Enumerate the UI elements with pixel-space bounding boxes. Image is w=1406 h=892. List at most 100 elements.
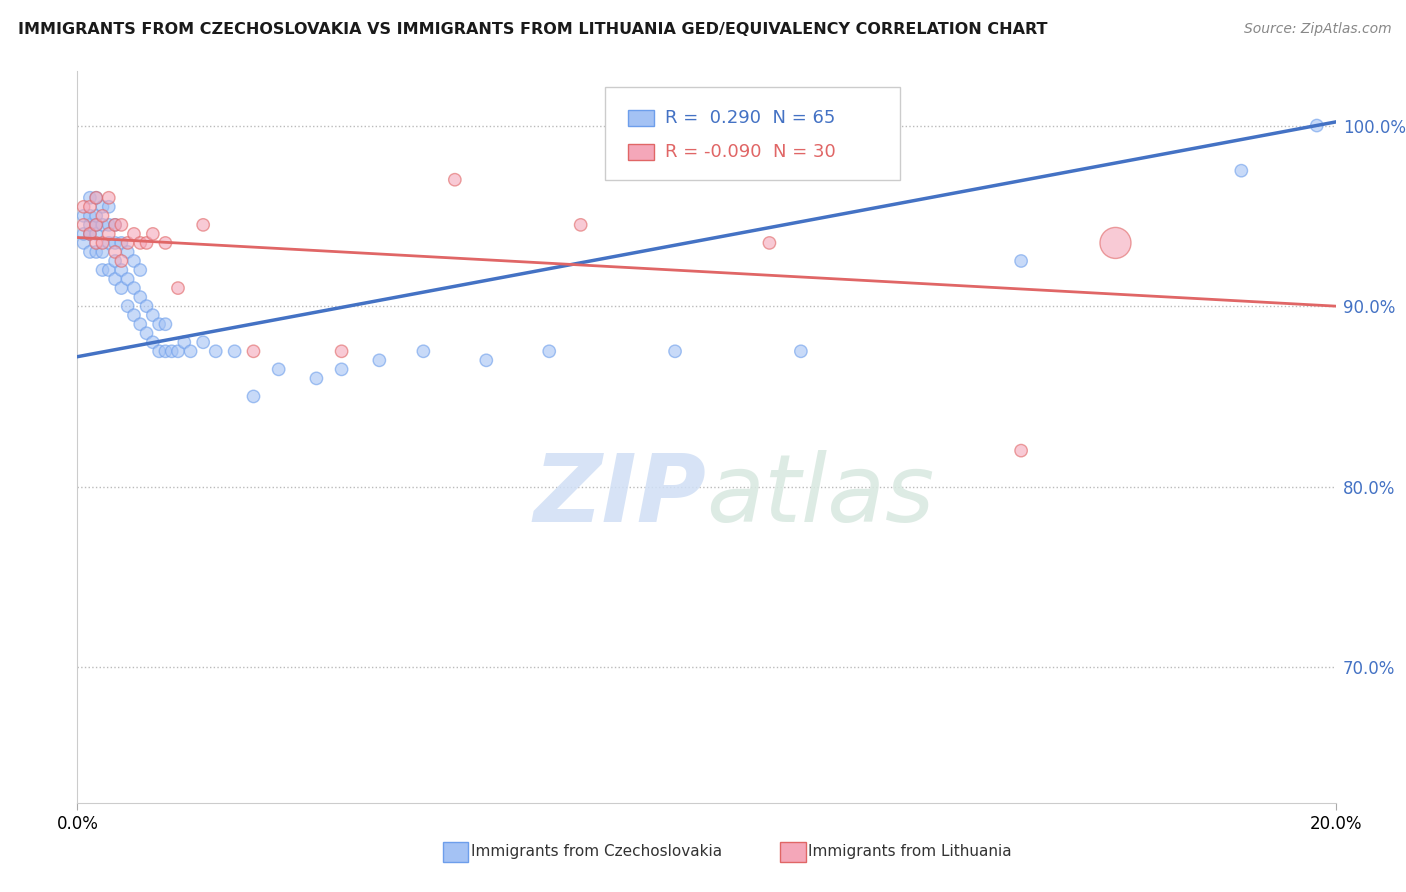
Point <box>91 244 114 259</box>
Point <box>148 317 170 331</box>
Point <box>330 344 353 359</box>
Point <box>664 344 686 359</box>
Point <box>91 218 114 232</box>
Point <box>160 344 183 359</box>
Point <box>242 344 264 359</box>
Point <box>167 281 190 295</box>
Point <box>104 235 127 250</box>
Point <box>368 353 391 368</box>
Point <box>167 344 190 359</box>
Point <box>122 227 145 241</box>
Point <box>142 308 165 322</box>
Point <box>242 389 264 403</box>
Point <box>72 200 94 214</box>
Point <box>1010 443 1032 458</box>
Point <box>224 344 246 359</box>
Point <box>191 218 215 232</box>
Point <box>97 235 120 250</box>
Text: Immigrants from Lithuania: Immigrants from Lithuania <box>808 845 1012 859</box>
Point <box>79 209 101 223</box>
Point <box>79 227 101 241</box>
Point <box>79 191 101 205</box>
Point <box>475 353 498 368</box>
Point <box>79 244 101 259</box>
Point <box>148 344 170 359</box>
Point <box>91 209 114 223</box>
Point <box>79 218 101 232</box>
Point <box>84 235 107 250</box>
Point <box>135 235 157 250</box>
Point <box>135 326 157 341</box>
Point <box>110 281 132 295</box>
Text: Immigrants from Czechoslovakia: Immigrants from Czechoslovakia <box>471 845 723 859</box>
Point <box>129 235 152 250</box>
Point <box>117 272 139 286</box>
Point <box>97 191 120 205</box>
Point <box>155 344 177 359</box>
Point <box>267 362 290 376</box>
Point <box>142 227 165 241</box>
Point <box>91 235 114 250</box>
Point <box>155 235 177 250</box>
Point <box>129 317 152 331</box>
Text: atlas: atlas <box>707 450 935 541</box>
Point <box>117 244 139 259</box>
Point <box>72 235 94 250</box>
Text: Source: ZipAtlas.com: Source: ZipAtlas.com <box>1244 22 1392 37</box>
Point <box>135 299 157 313</box>
Point <box>110 254 132 268</box>
Point <box>79 200 101 214</box>
Point <box>72 218 94 232</box>
Point <box>1104 235 1126 250</box>
Point <box>91 263 114 277</box>
Point <box>117 299 139 313</box>
Point <box>142 335 165 350</box>
Point <box>191 335 215 350</box>
Point <box>1306 119 1329 133</box>
Point <box>84 191 107 205</box>
Text: IMMIGRANTS FROM CZECHOSLOVAKIA VS IMMIGRANTS FROM LITHUANIA GED/EQUIVALENCY CORR: IMMIGRANTS FROM CZECHOSLOVAKIA VS IMMIGR… <box>18 22 1047 37</box>
Point <box>84 218 107 232</box>
Point <box>1230 163 1253 178</box>
Point <box>173 335 195 350</box>
Point <box>444 172 467 186</box>
Point <box>72 227 94 241</box>
Text: R = -0.090  N = 30: R = -0.090 N = 30 <box>665 143 835 161</box>
Point <box>538 344 561 359</box>
Point <box>104 254 127 268</box>
Point <box>104 244 127 259</box>
Point <box>104 218 127 232</box>
Point <box>110 263 132 277</box>
Point <box>122 254 145 268</box>
Point <box>569 218 592 232</box>
Point <box>305 371 328 385</box>
Point <box>117 235 139 250</box>
Point <box>97 263 120 277</box>
Point <box>97 200 120 214</box>
Point <box>122 308 145 322</box>
Point <box>180 344 202 359</box>
Point <box>91 200 114 214</box>
Point <box>84 227 107 241</box>
Point <box>84 191 107 205</box>
Point <box>122 281 145 295</box>
Point <box>129 290 152 304</box>
Point <box>104 218 127 232</box>
Point <box>97 218 120 232</box>
Point <box>412 344 434 359</box>
Point <box>84 244 107 259</box>
Point <box>72 209 94 223</box>
Point <box>790 344 813 359</box>
Point <box>79 227 101 241</box>
Point <box>330 362 353 376</box>
Point <box>104 272 127 286</box>
Point <box>758 235 780 250</box>
Point <box>129 263 152 277</box>
Point <box>110 218 132 232</box>
Point <box>204 344 226 359</box>
Point <box>155 317 177 331</box>
Point <box>84 218 107 232</box>
Point <box>84 209 107 223</box>
Point <box>1010 254 1032 268</box>
Text: R =  0.290  N = 65: R = 0.290 N = 65 <box>665 109 835 127</box>
